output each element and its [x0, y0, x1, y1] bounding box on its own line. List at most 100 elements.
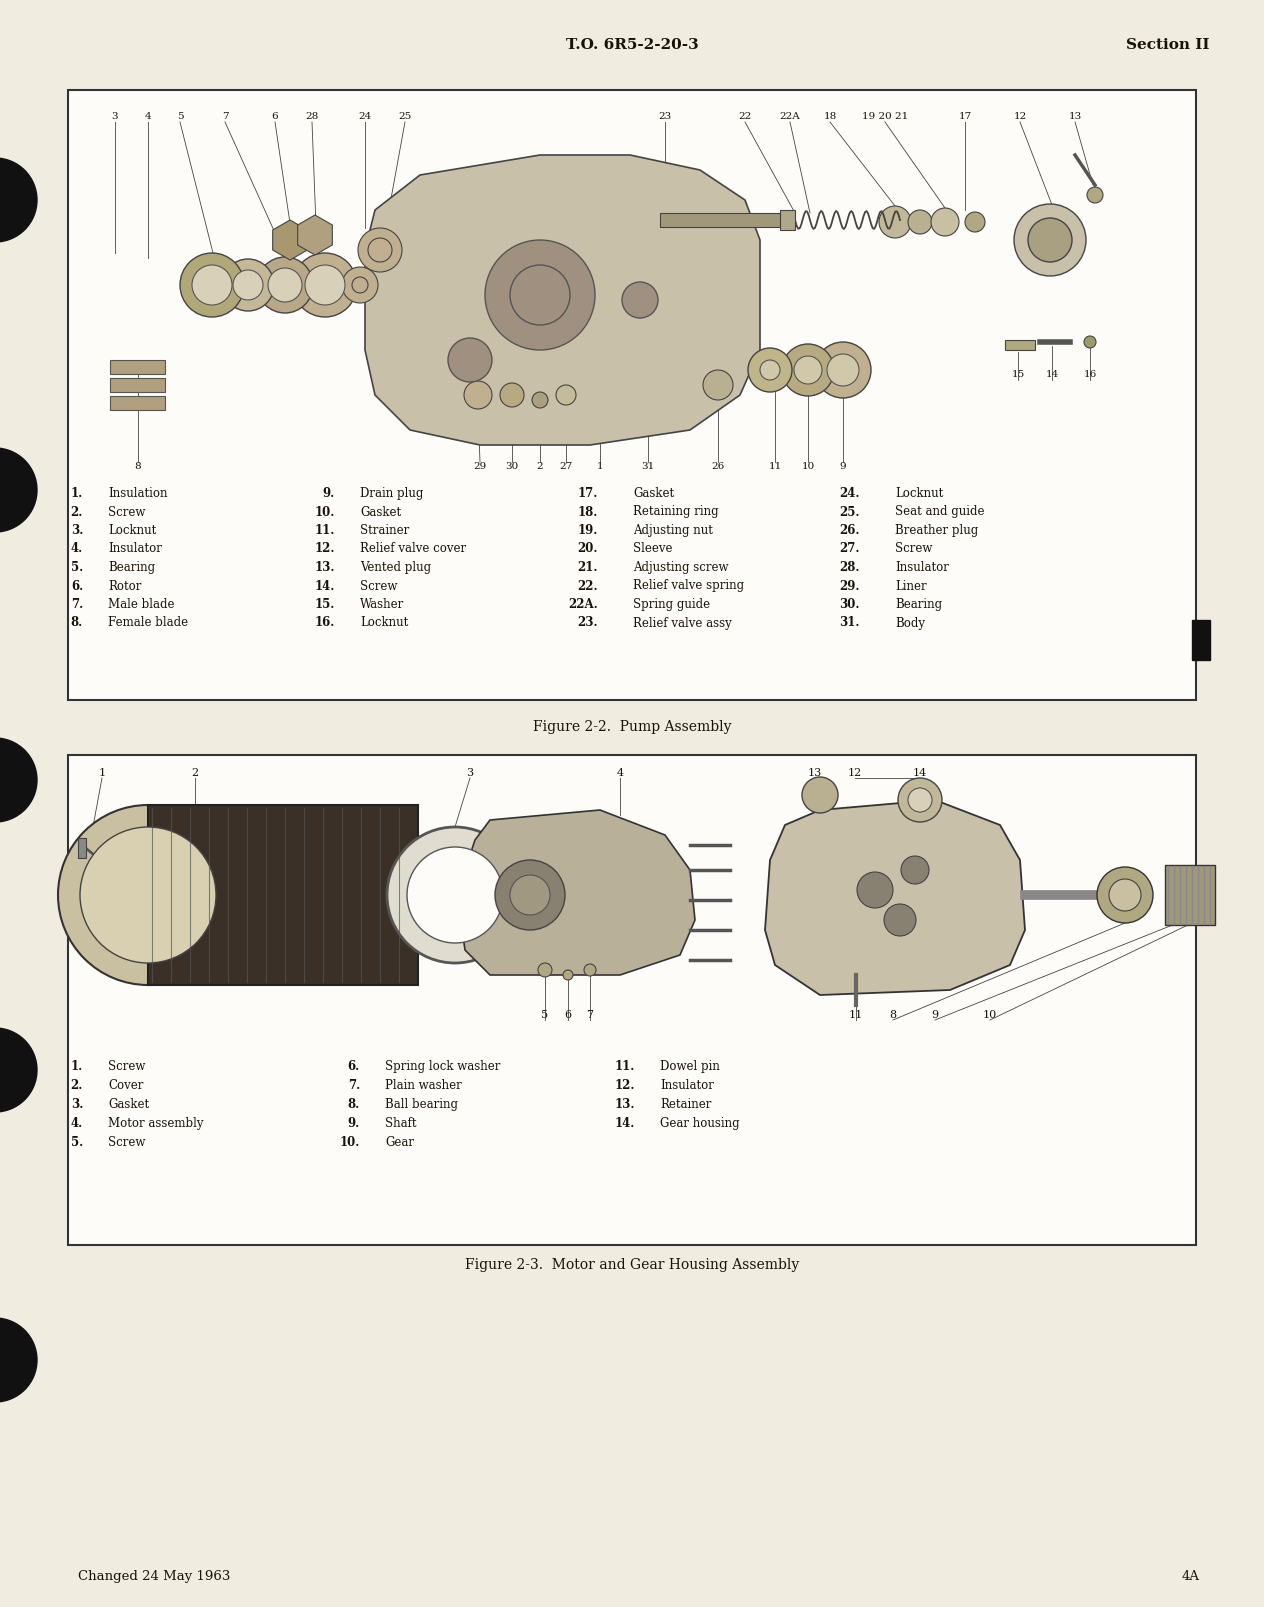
Text: 30: 30: [506, 461, 518, 471]
Bar: [78, 837, 86, 858]
Text: Locknut: Locknut: [107, 524, 157, 537]
Text: 12.: 12.: [614, 1078, 635, 1093]
Text: 15.: 15.: [315, 598, 335, 611]
Polygon shape: [460, 810, 695, 975]
Bar: [660, 214, 780, 227]
Text: 6.: 6.: [348, 1061, 360, 1073]
Text: 8: 8: [135, 461, 142, 471]
Text: 7: 7: [586, 1011, 594, 1020]
Text: 5: 5: [541, 1011, 549, 1020]
Text: 30.: 30.: [839, 598, 860, 611]
Circle shape: [464, 381, 492, 410]
Text: 12: 12: [848, 768, 862, 778]
Text: 1.: 1.: [71, 487, 83, 500]
Bar: [68, 755, 1196, 1245]
Text: 13.: 13.: [614, 1098, 635, 1110]
Text: 27: 27: [560, 461, 573, 471]
Circle shape: [1087, 186, 1103, 202]
Text: 16: 16: [1083, 370, 1097, 379]
Circle shape: [351, 276, 368, 292]
Circle shape: [932, 207, 959, 236]
Text: 4A: 4A: [1182, 1570, 1200, 1583]
Circle shape: [532, 392, 549, 408]
Text: 5.: 5.: [71, 1136, 83, 1149]
Text: 7.: 7.: [348, 1078, 360, 1093]
Text: 29: 29: [474, 461, 487, 471]
Text: Body: Body: [895, 617, 925, 630]
Circle shape: [0, 448, 37, 532]
Text: Ball bearing: Ball bearing: [386, 1098, 458, 1110]
Text: 4: 4: [144, 112, 152, 121]
Circle shape: [556, 386, 576, 405]
Text: 8.: 8.: [348, 1098, 360, 1110]
Text: Screw: Screw: [895, 543, 933, 556]
Circle shape: [538, 963, 552, 977]
Circle shape: [908, 787, 932, 812]
Circle shape: [257, 257, 313, 313]
Text: 26: 26: [712, 461, 724, 471]
Text: Retainer: Retainer: [660, 1098, 712, 1110]
Text: Spring guide: Spring guide: [633, 598, 710, 611]
Bar: [148, 805, 418, 985]
Circle shape: [794, 357, 822, 384]
Circle shape: [622, 281, 659, 318]
Text: 8: 8: [890, 1011, 896, 1020]
Circle shape: [268, 268, 302, 302]
Circle shape: [305, 265, 345, 305]
Text: Strainer: Strainer: [360, 524, 410, 537]
Text: 17: 17: [958, 112, 972, 121]
Text: 13: 13: [1068, 112, 1082, 121]
Text: 17.: 17.: [578, 487, 598, 500]
Text: 8.: 8.: [71, 617, 83, 630]
Text: Screw: Screw: [107, 1061, 145, 1073]
Circle shape: [58, 805, 238, 985]
Text: Shaft: Shaft: [386, 1117, 417, 1130]
Circle shape: [857, 873, 892, 908]
Text: Retaining ring: Retaining ring: [633, 506, 719, 519]
Circle shape: [827, 354, 860, 386]
Text: 10: 10: [983, 1011, 997, 1020]
Text: Vented plug: Vented plug: [360, 561, 431, 574]
Text: Gasket: Gasket: [107, 1098, 149, 1110]
Text: 9.: 9.: [348, 1117, 360, 1130]
Text: Dowel pin: Dowel pin: [660, 1061, 720, 1073]
Text: Screw: Screw: [107, 506, 145, 519]
Text: 28.: 28.: [839, 561, 860, 574]
Text: Motor assembly: Motor assembly: [107, 1117, 204, 1130]
Text: Relief valve spring: Relief valve spring: [633, 580, 744, 593]
Text: 2: 2: [537, 461, 544, 471]
Text: Adjusting nut: Adjusting nut: [633, 524, 713, 537]
Circle shape: [901, 857, 929, 884]
Text: Bearing: Bearing: [107, 561, 155, 574]
Text: 1: 1: [597, 461, 603, 471]
Polygon shape: [365, 154, 760, 445]
Text: 6.: 6.: [71, 580, 83, 593]
Bar: [68, 90, 1196, 701]
Text: Relief valve cover: Relief valve cover: [360, 543, 466, 556]
Text: Female blade: Female blade: [107, 617, 188, 630]
Text: 22A.: 22A.: [569, 598, 598, 611]
Text: 9: 9: [932, 1011, 939, 1020]
Polygon shape: [298, 215, 332, 256]
Text: 11: 11: [849, 1011, 863, 1020]
Circle shape: [293, 252, 356, 317]
Text: 1: 1: [99, 768, 106, 778]
Circle shape: [80, 828, 216, 963]
Circle shape: [1097, 868, 1153, 922]
Text: Plain washer: Plain washer: [386, 1078, 461, 1093]
Text: 19 20 21: 19 20 21: [862, 112, 908, 121]
Text: 7.: 7.: [71, 598, 83, 611]
Text: 11.: 11.: [315, 524, 335, 537]
Text: 22.: 22.: [578, 580, 598, 593]
Text: Cover: Cover: [107, 1078, 143, 1093]
Text: 23.: 23.: [578, 617, 598, 630]
Text: Washer: Washer: [360, 598, 404, 611]
Text: Locknut: Locknut: [360, 617, 408, 630]
Text: 29.: 29.: [839, 580, 860, 593]
Circle shape: [884, 905, 916, 935]
Text: 14: 14: [1045, 370, 1059, 379]
Text: Gasket: Gasket: [360, 506, 401, 519]
Text: Rotor: Rotor: [107, 580, 142, 593]
Text: 21.: 21.: [578, 561, 598, 574]
Text: 22: 22: [738, 112, 752, 121]
